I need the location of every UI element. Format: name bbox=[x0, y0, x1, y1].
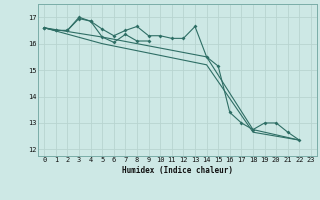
X-axis label: Humidex (Indice chaleur): Humidex (Indice chaleur) bbox=[122, 166, 233, 175]
